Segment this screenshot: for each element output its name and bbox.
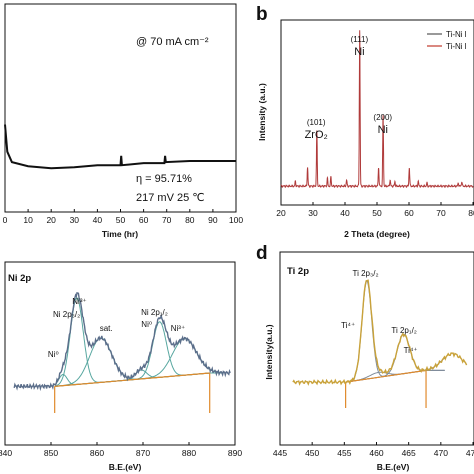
panel-a-x-tick-label: 100 <box>229 215 243 225</box>
xps-background <box>54 372 210 387</box>
xps-peak-label: Ti⁴⁺ <box>404 346 418 355</box>
panel-b-series-line <box>280 30 474 189</box>
panel-a-x-ticks: 0 10 20 30 40 50 60 70 80 90 100 <box>3 209 243 225</box>
xps-background <box>345 369 427 383</box>
panel-c-frame <box>4 261 236 446</box>
panel-a-x-tick-label: 50 <box>116 215 126 225</box>
panel-c-curves <box>13 292 231 413</box>
panel-b: b 20 30 40 50 60 70 80 (101) ZrO₂ (111) Ni (200) Ni… <box>256 4 474 239</box>
xps-peak-label: Ni³⁺ <box>171 324 185 333</box>
panel-b-peak-label: ZrO₂ <box>305 129 328 141</box>
xps-peak-label: Ti 2p₃/₂ <box>353 269 379 278</box>
legend-entry-1: Ti-Ni l <box>446 30 467 39</box>
panel-b-y-label: Intensity (a.u.) <box>257 83 267 141</box>
panel-c-x-tick-label: 890 <box>228 448 242 458</box>
panel-b-x-ticks: 20 30 40 50 60 70 80 <box>276 202 474 218</box>
panel-c-x-ticks: 840 850 860 870 880 890 <box>0 442 242 458</box>
panel-c-x-tick-label: 870 <box>136 448 150 458</box>
panel-b-peak-label: (200) <box>373 113 392 122</box>
legend-entry-2: Ti-Ni l <box>446 42 467 51</box>
panel-b-peak-label: Ni <box>378 124 388 136</box>
xps-spectrum <box>13 292 231 392</box>
panel-a-x-tick-label: 30 <box>70 215 80 225</box>
panel-d-peak-labels: Ti⁴⁺ Ti 2p₃/₂ Ti 2p₁/₂ Ti⁴⁺ <box>341 269 417 355</box>
panel-d-letter: d <box>256 243 268 264</box>
panel-c-x-tick-label: 840 <box>0 448 12 458</box>
panel-b-peak-label: (101) <box>307 118 326 127</box>
panel-b-x-tick-label: 60 <box>404 208 414 218</box>
panel-d-frame <box>279 251 474 446</box>
panel-a: 0 10 20 30 40 50 60 70 80 90 100 @ 70 mA cm⁻² η = … <box>3 3 243 239</box>
panel-d-y-label: Intensity(a.u.) <box>264 324 274 379</box>
panel-d-x-tick-label: 455 <box>337 448 351 458</box>
panel-d-x-tick-label: 460 <box>369 448 383 458</box>
panel-b-x-tick-label: 40 <box>340 208 350 218</box>
panel-b-x-label: 2 Theta (degree) <box>344 229 410 239</box>
panel-b-peak-label: (111) <box>351 35 369 44</box>
panel-b-x-tick-label: 20 <box>276 208 286 218</box>
panel-b-legend: Ti-Ni l Ti-Ni l <box>427 30 467 51</box>
panel-d-x-tick-label: 450 <box>305 448 319 458</box>
panel-a-series-line <box>4 124 236 170</box>
panel-c-x-tick-label: 880 <box>182 448 196 458</box>
panel-a-x-tick-label: 80 <box>185 215 195 225</box>
panel-b-x-tick-label: 70 <box>436 208 446 218</box>
panel-d-x-tick-label: 465 <box>402 448 416 458</box>
xps-peak-label: Ni⁰ <box>48 350 59 359</box>
panel-a-x-tick-label: 0 <box>3 215 8 225</box>
xps-peak-label: Ni⁰ <box>141 320 152 329</box>
panel-b-peak-labels: (101) ZrO₂ (111) Ni (200) Ni <box>305 35 393 141</box>
panel-b-x-tick-label: 50 <box>372 208 382 218</box>
panel-b-peak-label: Ni <box>354 46 364 58</box>
panel-a-annotation-efficiency: η = 95.71% <box>136 173 192 185</box>
xps-peak-label: sat. <box>100 324 113 333</box>
panel-a-annotation-current: @ 70 mA cm⁻² <box>136 36 209 48</box>
panel-d-x-ticks: 445 450 455 460 465 470 475 <box>273 442 474 458</box>
panel-b-x-tick-label: 30 <box>308 208 318 218</box>
panel-c-x-tick-label: 860 <box>90 448 104 458</box>
xps-peak-label: Ti⁴⁺ <box>341 321 355 330</box>
panel-a-x-tick-label: 10 <box>23 215 33 225</box>
panel-a-x-tick-label: 40 <box>93 215 103 225</box>
panel-d-x-tick-label: 475 <box>466 448 474 458</box>
xps-peak-label: Ni³⁺ <box>72 297 86 306</box>
panel-c-x-tick-label: 850 <box>44 448 58 458</box>
panel-a-x-tick-label: 60 <box>139 215 149 225</box>
panel-d-x-tick-label: 445 <box>273 448 287 458</box>
panel-c-region-label: Ni 2p <box>8 273 31 284</box>
xps-peak-label: Ni 2p₃/₂ <box>53 310 80 319</box>
xps-peak-label: Ni 2p₁/₂ <box>141 308 168 317</box>
panel-b-letter: b <box>256 4 268 25</box>
panel-d-x-tick-label: 470 <box>434 448 448 458</box>
xps-spectrum <box>292 279 468 386</box>
panel-d-curves <box>292 279 468 408</box>
panel-a-x-tick-label: 70 <box>162 215 172 225</box>
panel-d-x-label: B.E.(eV) <box>377 462 410 472</box>
panel-b-x-tick-label: 80 <box>468 208 474 218</box>
panel-d-region-label: Ti 2p <box>287 266 309 277</box>
panel-a-x-tick-label: 20 <box>46 215 56 225</box>
panel-a-x-tick-label: 90 <box>208 215 218 225</box>
panel-c-x-label: B.E.(eV) <box>109 462 142 472</box>
panel-a-x-label: Time (hr) <box>102 229 138 239</box>
panel-a-annotation-conditions: 217 mV 25 ℃ <box>136 192 205 204</box>
xps-peak-label: Ti 2p₁/₂ <box>391 326 417 335</box>
